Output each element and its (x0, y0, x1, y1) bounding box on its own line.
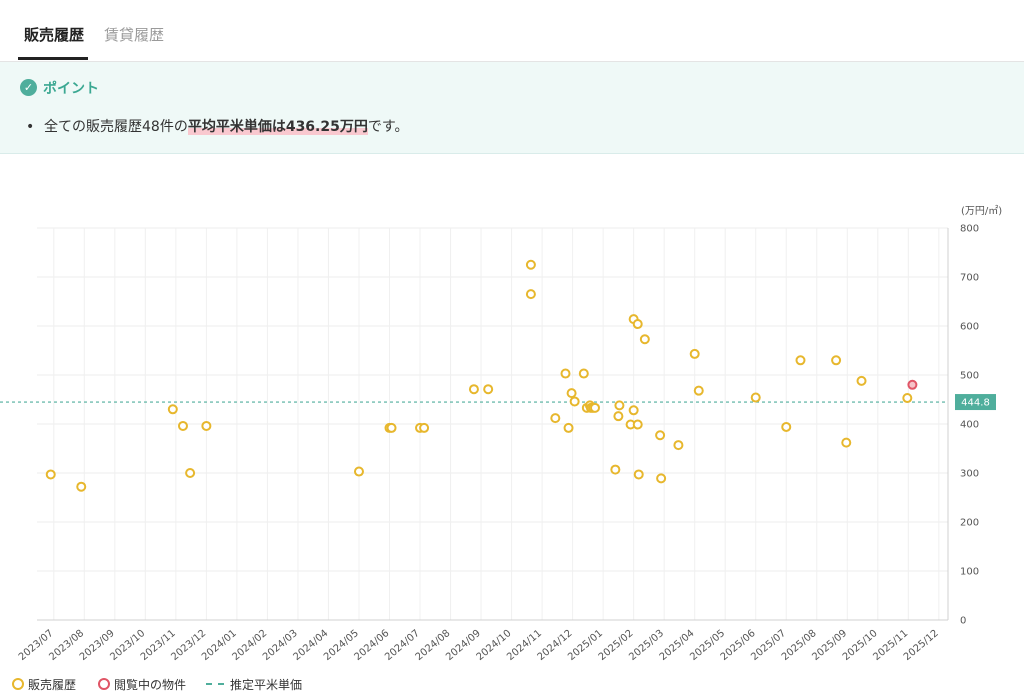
sales-point (483, 384, 494, 395)
legend-estimate-label: 推定平米単価 (230, 678, 303, 692)
sales-point (750, 392, 761, 403)
sales-point (655, 430, 666, 441)
y-tick-label: 800 (960, 224, 979, 235)
sales-point (633, 469, 644, 480)
y-tick-label: 100 (960, 567, 979, 578)
y-tick-label: 500 (960, 371, 979, 382)
sales-point (614, 400, 625, 411)
sales-point (386, 422, 397, 433)
active-tab-indicator (18, 57, 88, 60)
y-tick-label: 200 (960, 518, 979, 529)
sales-point (76, 481, 87, 492)
sales-point (45, 469, 56, 480)
sales-point (563, 422, 574, 433)
point-box: ✓ ポイント • 全ての販売履歴48件の平均平米単価は436.25万円です。 (0, 62, 1024, 154)
sales-point (468, 384, 479, 395)
sales-point (610, 464, 621, 475)
y-tick-label: 0 (960, 616, 966, 627)
legend-sales-marker (12, 678, 24, 690)
sales-point (693, 385, 704, 396)
sales-point (589, 402, 600, 413)
tab-rental-history[interactable]: 賃貸履歴 (104, 26, 165, 44)
point-text-post: です。 (367, 119, 409, 135)
sales-point (566, 388, 577, 399)
sales-point (419, 422, 430, 433)
sales-point (673, 440, 684, 451)
legend-item-estimate[interactable]: 推定平米単価 (206, 676, 302, 693)
y-tick-label: 700 (960, 273, 979, 284)
tab-bar: 販売履歴 賃貸履歴 (0, 0, 1024, 62)
sales-point (689, 348, 700, 359)
legend-viewing-label: 閲覧中の物件 (114, 678, 187, 692)
bullet-icon: • (26, 119, 35, 135)
sales-point (201, 420, 212, 431)
sales-point (632, 319, 643, 330)
estimate-badge-label: 444.8 (961, 398, 990, 409)
tab-sales-history[interactable]: 販売履歴 (24, 26, 85, 44)
sales-point (628, 405, 639, 416)
point-text-highlight: 平均平米単価は436.25万円 (187, 119, 368, 135)
legend-viewing-marker (98, 678, 110, 690)
sales-point (781, 421, 792, 432)
sales-point (639, 334, 650, 345)
sales-point (902, 393, 913, 404)
y-tick-label: 400 (960, 420, 979, 431)
sales-point (856, 375, 867, 386)
sales-point (841, 437, 852, 448)
sales-point (578, 368, 589, 379)
y-unit-label: (万円/㎡) (961, 205, 1002, 217)
estimate-badge (955, 394, 996, 411)
sales-point (550, 413, 561, 424)
sales-point (525, 289, 536, 300)
y-tick-label: 300 (960, 469, 979, 480)
sales-point (831, 355, 842, 366)
sales-point (560, 368, 571, 379)
legend-item-sales[interactable]: 販売履歴 (12, 676, 76, 693)
x-tick-label: 2025/12 (902, 628, 941, 663)
sales-point (167, 404, 178, 415)
y-tick-label: 600 (960, 322, 979, 333)
check-circle-icon: ✓ (20, 79, 37, 96)
sales-point (185, 468, 196, 478)
sales-point (353, 466, 364, 477)
sales-point (613, 411, 624, 422)
sales-point (525, 259, 536, 270)
scatter-chart: 01002003004005006007008002023/072023/082… (0, 205, 1002, 663)
sales-point (177, 420, 188, 431)
viewing-point (907, 379, 918, 390)
legend-sales-label: 販売履歴 (28, 678, 77, 692)
sales-point (569, 396, 580, 407)
point-text-pre: 全ての販売履歴48件の (44, 119, 188, 135)
sales-point (632, 419, 643, 430)
legend-estimate-marker (206, 683, 224, 685)
point-text: • 全ての販売履歴48件の平均平米単価は436.25万円です。 (26, 116, 408, 136)
point-title: ポイント (43, 81, 99, 97)
sales-point (656, 473, 667, 484)
sales-point (795, 355, 806, 366)
legend-item-viewing[interactable]: 閲覧中の物件 (98, 676, 186, 693)
